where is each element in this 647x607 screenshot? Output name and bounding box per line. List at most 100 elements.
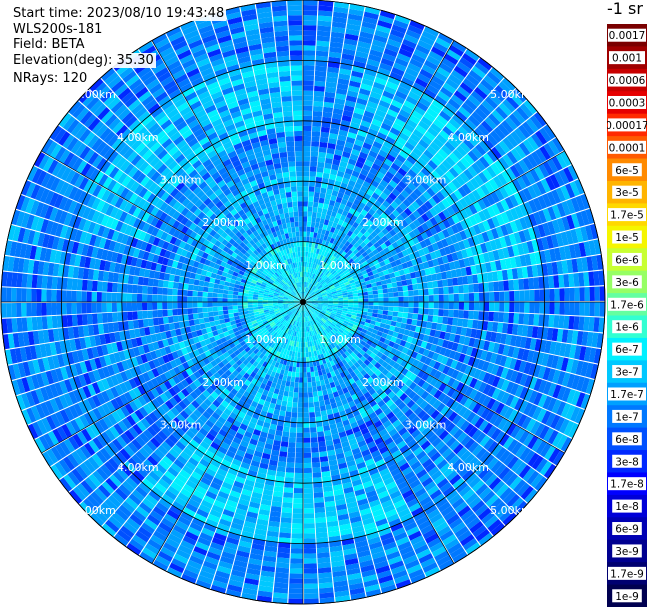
range-gate-cell [389,445,399,455]
range-gate-cell [392,472,404,482]
range-gate-cell [265,438,274,445]
range-gate-cell [345,28,360,36]
range-gate-cell [283,390,289,397]
range-gate-cell [273,486,284,493]
range-gate-cell [243,484,254,492]
range-gate-cell [495,402,505,415]
range-gate-cell [363,453,373,462]
range-gate-cell [488,282,494,292]
range-gate-cell [473,224,482,235]
range-gate-cell [477,124,490,137]
range-gate-cell [373,305,379,310]
range-gate-cell [273,592,288,599]
range-gate-cell [407,62,421,73]
range-gate-cell [315,275,320,281]
range-gate-cell [486,425,498,438]
range-gate-cell [453,302,460,310]
range-gate-cell [519,254,527,267]
range-gate-cell [292,513,303,519]
range-gate-cell [386,315,393,321]
range-gate-cell [373,294,379,299]
range-gate-cell [396,381,405,390]
range-gate-cell [317,552,330,559]
range-gate-cell [389,415,399,424]
range-gate-cell [329,360,335,367]
range-gate-cell [361,346,369,353]
range-gate-cell [362,415,371,423]
range-gate-cell [495,483,509,498]
range-gate-cell [438,501,451,513]
range-gate-cell [477,222,486,233]
range-gate-cell [514,162,525,176]
range-gate-cell [468,226,477,237]
range-gate-cell [294,472,303,479]
range-gate-cell [464,118,477,131]
range-gate-cell [560,403,571,418]
range-gate-cell [345,316,351,320]
range-gate-cell [303,125,312,132]
range-gate-cell [313,258,317,264]
range-gate-cell [445,102,458,114]
range-gate-cell [310,146,319,152]
range-gate-cell [544,289,550,302]
range-gate-cell [535,440,548,455]
range-gate-cell [315,334,320,340]
range-gate-cell [499,449,511,463]
range-gate-cell [341,288,347,292]
range-gate-cell [331,386,338,393]
range-gate-cell [477,320,484,330]
range-gate-cell [426,274,433,282]
range-gate-cell [326,345,331,352]
range-gate-cell [323,284,329,289]
range-gate-cell [317,333,322,339]
range-gate-cell [312,268,316,274]
range-gate-cell [312,304,318,307]
range-gate-cell [363,373,371,380]
range-gate-cell [299,362,303,368]
range-gate-cell [273,439,281,447]
range-gate-cell [357,289,363,294]
range-gate-cell [387,330,394,336]
range-gate-cell [536,180,547,195]
range-gate-cell [356,238,364,245]
range-gate-cell [412,210,421,219]
range-gate-cell [330,550,344,558]
range-gate-cell [306,226,311,232]
range-gate-cell [327,525,340,533]
range-gate-cell [270,418,278,426]
range-gate-cell [392,342,400,350]
range-gate-cell [464,438,476,450]
range-gate-cell [336,337,343,344]
range-gate-cell [227,584,243,593]
range-gate-cell [500,367,509,379]
range-gate-cell [288,442,296,448]
range-gate-cell [326,333,332,339]
range-gate-cell [363,352,370,360]
range-gate-cell [395,536,410,546]
range-gate-cell [529,289,535,302]
range-gate-cell [347,332,354,338]
range-gate-cell [374,188,383,196]
range-gate-cell [242,587,258,596]
range-gate-cell [555,232,564,247]
range-gate-cell [393,62,407,72]
range-gate-cell [360,168,369,177]
range-gate-cell [557,385,567,401]
range-gate-cell [310,151,319,157]
range-gate-cell [376,330,383,337]
range-gate-cell [473,127,486,140]
range-gate-cell [329,199,336,207]
range-gate-cell [429,207,438,217]
range-gate-cell [342,445,352,453]
range-gate-cell [442,106,455,118]
range-gate-cell [541,263,549,276]
range-gate-cell [394,184,404,194]
range-gate-cell [363,302,369,306]
range-gate-cell [367,312,373,317]
range-gate-cell [368,251,375,258]
range-gate-cell [508,233,517,246]
range-gate-cell [460,509,475,522]
range-gate-cell [378,15,394,25]
range-gate-cell [434,550,449,562]
range-gate-cell [559,246,567,261]
